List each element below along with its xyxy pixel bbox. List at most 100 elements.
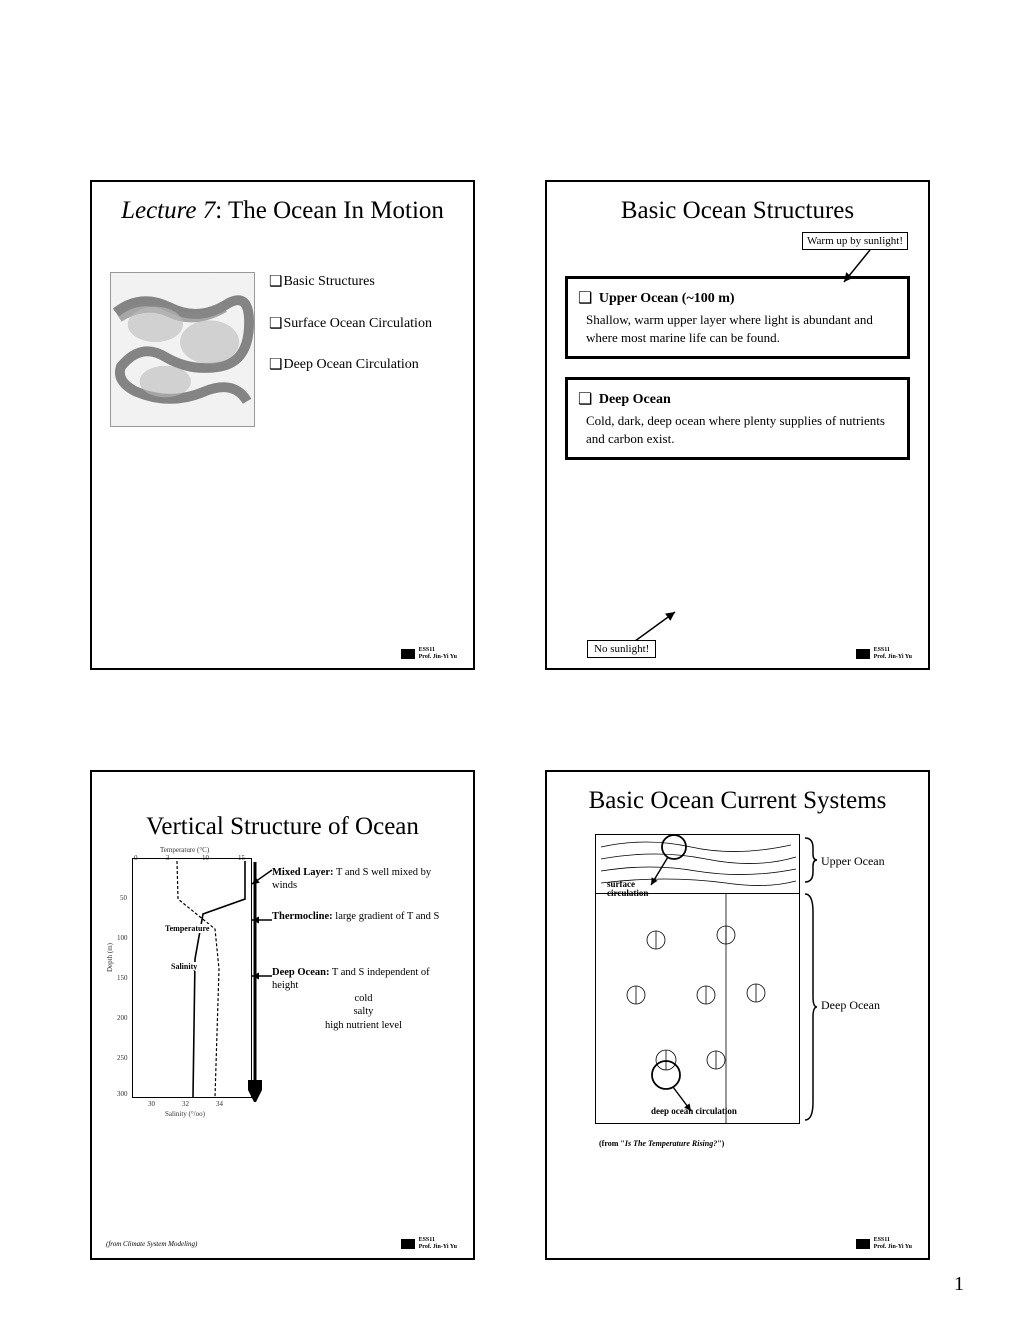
lecture-prefix: Lecture 7: [121, 197, 215, 224]
ocean-conveyor-image: [110, 272, 255, 427]
slide-4-credit: (from "Is The Temperature Rising?"): [599, 1139, 724, 1148]
footer-text: ESS11Prof. Jin-Yi Yu: [874, 1237, 912, 1250]
footer-course: ESS11: [874, 1237, 890, 1243]
slide-3: Vertical Structure of Ocean Temperature …: [90, 770, 475, 1260]
brace-upper-icon: [801, 836, 819, 884]
page-number: 1: [954, 1273, 964, 1296]
uci-logo-icon: [856, 649, 870, 659]
uci-logo-icon: [401, 1239, 415, 1249]
footer-prof: Prof. Jin-Yi Yu: [419, 654, 457, 660]
credit-suffix: "): [717, 1139, 724, 1148]
credit-prefix: (from ": [599, 1139, 625, 1148]
bullet-square-icon: ❑: [578, 391, 592, 408]
surface-circ-text: surfacecirculation: [607, 879, 648, 898]
bullet-square-icon: ❑: [578, 290, 592, 307]
brace-deep-icon: [801, 892, 819, 1122]
footer-course: ESS11: [874, 647, 890, 653]
bullet-2: ❑Surface Ocean Circulation: [269, 314, 432, 334]
slide-2: Basic Ocean Structures Warm up by sunlig…: [545, 180, 930, 670]
thermocline-label: Thermocline:: [272, 911, 333, 922]
conveyor-svg: [111, 273, 254, 426]
slide-4-footer: ESS11Prof. Jin-Yi Yu: [856, 1237, 912, 1250]
slide-4-title: Basic Ocean Current Systems: [565, 786, 910, 816]
uci-logo-icon: [401, 649, 415, 659]
upper-ocean-title: ❑ Upper Ocean (~100 m): [578, 287, 897, 307]
surface-circ-label: surfacecirculation: [607, 880, 648, 899]
bottom-axis-label: Salinity (°/oo): [165, 1110, 205, 1118]
bullet-1-text: Basic Structures: [283, 274, 374, 289]
upper-ocean-box: ❑ Upper Ocean (~100 m) Shallow, warm upp…: [565, 276, 910, 359]
slide-3-credit: (from Climate System Modeling): [106, 1240, 197, 1248]
slide-2-footer: ESS11Prof. Jin-Yi Yu: [856, 647, 912, 660]
slide-4: Basic Ocean Current Systems surfacecircu…: [545, 770, 930, 1260]
slide-3-title: Vertical Structure of Ocean: [110, 812, 455, 842]
page: Lecture 7: The Ocean In Motion ❑Basic St…: [0, 0, 1020, 1320]
deep-circ-label: deep ocean circulation: [651, 1106, 737, 1116]
bullet-1: ❑Basic Structures: [269, 272, 432, 292]
mixed-layer-annotation: Mixed Layer: T and S well mixed by winds: [272, 866, 455, 892]
footer-course: ESS11: [419, 1237, 435, 1243]
slide-1-body: ❑Basic Structures ❑Surface Ocean Circula…: [110, 272, 455, 427]
footer-prof: Prof. Jin-Yi Yu: [874, 1244, 912, 1250]
d-tick-100: 100: [117, 934, 128, 942]
d-tick-300: 300: [117, 1090, 128, 1098]
current-systems-chart: [595, 834, 800, 1124]
deep-ocean-body: Cold, dark, deep ocean where plenty supp…: [578, 412, 897, 447]
bullet-square-icon: ❑: [269, 357, 282, 373]
mixed-layer-label: Mixed Layer:: [272, 867, 334, 878]
slide-2-title: Basic Ocean Structures: [565, 196, 910, 226]
credit-italic: Is The Temperature Rising?: [625, 1139, 717, 1148]
deep-ocean-brace-label: Deep Ocean: [821, 998, 880, 1013]
slide-4-body: surfacecirculation deep ocean circulatio…: [565, 826, 910, 1146]
temp-curve-label: Temperature: [164, 924, 210, 933]
s-tick-1: 32: [182, 1100, 189, 1108]
thermocline-annotation: Thermocline: large gradient of T and S: [272, 910, 439, 923]
no-sunlight-badge: No sunlight!: [587, 640, 656, 658]
chart-axes: [132, 858, 252, 1098]
top-axis-label: Temperature (°C): [160, 846, 209, 854]
deep-anno-l1: cold: [272, 992, 455, 1005]
deep-ocean-box: ❑ Deep Ocean Cold, dark, deep ocean wher…: [565, 377, 910, 460]
upper-ocean-title-text: Upper Ocean (~100 m): [599, 291, 735, 306]
s-tick-0: 30: [148, 1100, 155, 1108]
deep-anno-l3: high nutrient level: [272, 1019, 455, 1032]
slide-1-title: Lecture 7: The Ocean In Motion: [110, 196, 455, 226]
footer-text: ESS11Prof. Jin-Yi Yu: [419, 1237, 457, 1250]
footer-prof: Prof. Jin-Yi Yu: [419, 1244, 457, 1250]
left-axis-label: Depth (m): [106, 943, 114, 972]
profile-svg: [133, 859, 253, 1099]
bullet-3: ❑Deep Ocean Circulation: [269, 355, 432, 375]
s-tick-2: 34: [216, 1100, 223, 1108]
lecture-title-rest: : The Ocean In Motion: [215, 197, 444, 224]
d-tick-150: 150: [117, 974, 128, 982]
slide-1: Lecture 7: The Ocean In Motion ❑Basic St…: [90, 180, 475, 670]
footer-course: ESS11: [419, 647, 435, 653]
d-tick-200: 200: [117, 1014, 128, 1022]
bullet-square-icon: ❑: [269, 316, 282, 332]
big-down-arrow-icon: [248, 862, 262, 1102]
thermocline-text: large gradient of T and S: [333, 911, 440, 922]
bullet-3-text: Deep Ocean Circulation: [283, 357, 418, 372]
deep-ocean-title: ❑ Deep Ocean: [578, 388, 897, 408]
arrow-to-upper-icon: [840, 248, 880, 288]
d-tick-250: 250: [117, 1054, 128, 1062]
bullet-square-icon: ❑: [269, 274, 282, 290]
slide-1-footer: ESS11Prof. Jin-Yi Yu: [401, 647, 457, 660]
upper-ocean-body: Shallow, warm upper layer where light is…: [578, 311, 897, 346]
deep-ocean-title-text: Deep Ocean: [599, 392, 671, 407]
slide-1-bullets: ❑Basic Structures ❑Surface Ocean Circula…: [269, 272, 432, 427]
d-tick-50: 50: [120, 894, 127, 902]
bullet-2-text: Surface Ocean Circulation: [283, 316, 432, 331]
deep-ocean-annotation: Deep Ocean: T and S independent of heigh…: [272, 966, 455, 1032]
upper-ocean-brace-label: Upper Ocean: [821, 854, 885, 869]
salinity-curve: [177, 861, 219, 1097]
footer-text: ESS11Prof. Jin-Yi Yu: [419, 647, 457, 660]
footer-text: ESS11Prof. Jin-Yi Yu: [874, 647, 912, 660]
uci-logo-icon: [856, 1239, 870, 1249]
deep-anno-label: Deep Ocean:: [272, 967, 329, 978]
vertical-structure-chart: Temperature (°C) 0 3 10 15 Depth (m) 50 …: [110, 852, 455, 1122]
sal-curve-label: Salinity: [170, 962, 198, 971]
slide-3-footer: ESS11Prof. Jin-Yi Yu: [401, 1237, 457, 1250]
deep-anno-l2: salty: [272, 1005, 455, 1018]
footer-prof: Prof. Jin-Yi Yu: [874, 654, 912, 660]
